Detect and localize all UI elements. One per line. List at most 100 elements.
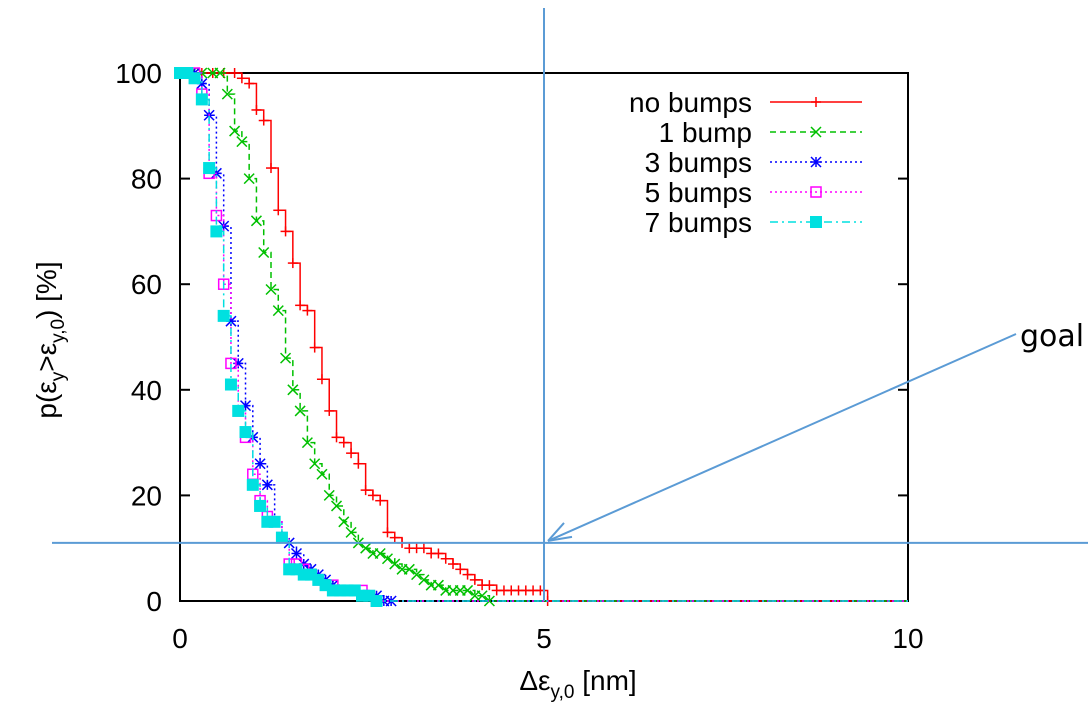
data-point — [236, 136, 248, 148]
data-point — [203, 162, 216, 175]
legend-item: 7 bumps — [645, 207, 862, 238]
data-point — [484, 580, 495, 591]
series-5-bumps — [174, 67, 908, 607]
data-point — [280, 352, 292, 364]
data-point — [232, 404, 245, 417]
data-point — [239, 426, 252, 439]
y-axis-label: p(εy>εy,0) [%] — [31, 261, 69, 418]
data-point — [346, 448, 357, 459]
data-point — [338, 437, 349, 448]
data-point — [411, 569, 423, 581]
data-point — [367, 490, 378, 501]
data-point — [302, 305, 313, 316]
data-point — [268, 515, 281, 528]
legend-label: 5 bumps — [645, 177, 752, 208]
data-point — [338, 516, 350, 528]
data-point — [389, 532, 400, 543]
data-point — [469, 574, 480, 585]
legend-marker — [811, 97, 821, 107]
data-point — [440, 553, 451, 564]
y-tick-label: 100 — [115, 58, 162, 89]
data-point — [224, 378, 237, 391]
legend-item: 3 bumps — [645, 147, 862, 178]
data-point — [301, 437, 313, 449]
data-point — [418, 574, 430, 586]
legend-label: 1 bump — [659, 117, 752, 148]
data-point — [246, 478, 259, 491]
data-point — [188, 72, 201, 85]
data-point — [483, 595, 495, 607]
data-point — [217, 309, 230, 322]
data-point — [295, 300, 306, 311]
data-point — [403, 563, 415, 575]
data-point — [258, 246, 270, 259]
data-point — [433, 548, 444, 559]
series-1-bump — [174, 67, 908, 607]
legend-label: 3 bumps — [645, 147, 752, 178]
legend-marker — [810, 126, 822, 138]
legend-label: no bumps — [629, 87, 752, 118]
data-point — [254, 458, 266, 470]
goal-arrowhead — [547, 535, 573, 542]
data-point — [290, 547, 303, 560]
data-point — [294, 405, 306, 417]
data-point — [266, 163, 276, 174]
goal-label: goal — [1020, 319, 1084, 354]
y-tick-label: 80 — [131, 164, 162, 195]
x-tick-label: 10 — [892, 623, 923, 654]
data-point — [221, 88, 233, 100]
y-tick-label: 60 — [131, 269, 162, 300]
data-point — [254, 499, 267, 512]
data-point — [316, 468, 328, 480]
legend-marker — [810, 216, 822, 228]
data-point — [375, 495, 386, 506]
x-axis-label: Δεy,0 [nm] — [519, 665, 636, 703]
legend-item: 1 bump — [659, 117, 862, 148]
data-point — [381, 553, 394, 565]
data-point — [418, 543, 429, 554]
data-point — [275, 531, 288, 544]
data-point — [382, 527, 393, 538]
legend-marker — [810, 156, 822, 168]
data-point — [214, 67, 226, 79]
data-point — [309, 458, 321, 470]
goal-arrowhead — [547, 522, 565, 542]
data-point — [316, 374, 327, 385]
data-point — [330, 500, 343, 512]
data-point — [236, 73, 247, 84]
data-point — [210, 225, 223, 238]
data-point — [261, 479, 273, 491]
data-point — [353, 458, 364, 469]
x-tick-label: 0 — [172, 623, 188, 654]
data-point — [287, 258, 298, 269]
data-point — [272, 305, 284, 317]
data-point — [462, 569, 473, 580]
data-point — [374, 547, 386, 560]
data-point — [244, 78, 255, 89]
goal-annotation: goal — [52, 8, 1088, 601]
goal-arrow-shaft — [547, 333, 1017, 542]
data-point — [229, 68, 240, 78]
data-point — [462, 584, 474, 596]
data-point — [476, 590, 488, 602]
y-tick-label: 20 — [131, 480, 162, 511]
data-point — [370, 595, 383, 607]
legend-label: 7 bumps — [645, 207, 752, 238]
data-point — [323, 489, 335, 501]
data-point — [280, 226, 291, 237]
data-point — [243, 173, 255, 185]
data-point — [258, 115, 269, 126]
data-point — [389, 558, 401, 570]
series-7-bumps — [174, 67, 908, 607]
legend-item: no bumps — [629, 87, 862, 118]
data-point — [250, 215, 262, 227]
data-point — [195, 93, 208, 106]
series-layer — [174, 67, 908, 607]
data-point — [360, 542, 372, 554]
data-point — [448, 559, 458, 570]
series-no-bumps — [175, 68, 908, 606]
data-point — [360, 485, 371, 496]
